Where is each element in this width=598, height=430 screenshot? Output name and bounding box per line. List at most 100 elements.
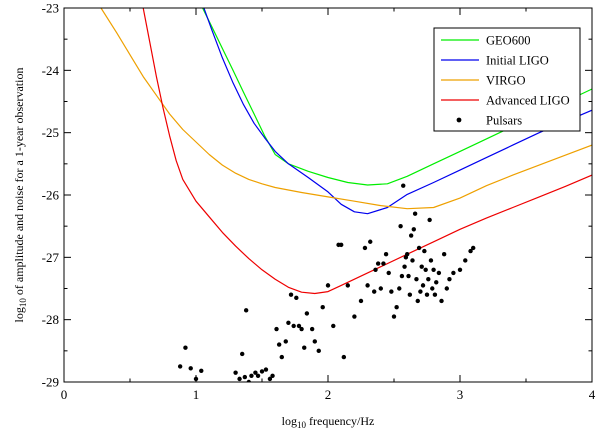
pulsar-point: [283, 339, 288, 344]
pulsar-point: [233, 370, 238, 375]
pulsar-point: [383, 252, 389, 257]
y-tick-label: -25: [42, 125, 59, 140]
pulsar-point: [386, 270, 391, 276]
pulsar-point: [405, 252, 410, 257]
pulsar-point: [288, 292, 294, 297]
legend-label-advanced-ligo: Advanced LIGO: [486, 94, 570, 108]
pulsar-point: [362, 245, 368, 251]
pulsar-point: [358, 298, 364, 304]
y-tick-label: -24: [42, 63, 60, 78]
y-tick-label: -27: [42, 250, 60, 265]
x-axis-label-subscript: 10: [297, 420, 307, 430]
pulsar-point: [416, 245, 422, 251]
pulsar-point: [418, 289, 423, 294]
pulsar-point: [389, 289, 394, 294]
series-line-advanced-ligo: [142, 8, 592, 295]
pulsar-point: [255, 373, 261, 378]
pulsar-point: [412, 211, 418, 216]
pulsar-point: [243, 308, 249, 313]
pulsar-point: [420, 283, 426, 288]
pulsar-point: [375, 261, 381, 266]
pulsar-point: [299, 326, 304, 332]
pulsar-point: [426, 276, 431, 282]
pulsar-point: [316, 348, 321, 354]
pulsar-point: [294, 295, 299, 301]
x-tick-label: 3: [457, 387, 464, 402]
pulsar-point: [246, 379, 251, 382]
pulsar-point: [399, 273, 405, 279]
legend-swatch-pulsars: [456, 117, 462, 123]
pulsar-point: [411, 227, 416, 232]
pulsar-point: [372, 289, 377, 294]
series-line-geo600: [202, 8, 592, 186]
pulsar-point: [373, 267, 378, 272]
series-layer: [100, 8, 592, 295]
legend-label-initial-ligo: Initial LIGO: [486, 54, 549, 68]
axis-ticks: [63, 7, 593, 383]
pulsar-point: [430, 286, 435, 291]
pulsar-point: [415, 298, 420, 304]
pulsar-point: [423, 267, 428, 272]
pulsar-point: [368, 239, 373, 244]
pulsar-point: [183, 345, 188, 350]
x-axis-label: log10 frequency/Hz: [282, 414, 375, 430]
x-axis-label-suffix: frequency/Hz: [306, 414, 374, 428]
pulsar-point: [242, 374, 248, 380]
series-line-initial-ligo: [203, 8, 592, 215]
pulsar-point: [270, 373, 275, 378]
pulsar-point: [267, 376, 273, 382]
pulsar-point: [320, 305, 325, 310]
pulsar-point: [431, 267, 436, 272]
pulsar-point: [259, 369, 265, 374]
x-tick-label: 2: [325, 387, 332, 402]
x-tick-label: 1: [193, 387, 200, 402]
axis-tick-labels: 0 1 2 3 4 -29 -28 -27 -26 -25 -24 -23: [42, 1, 596, 403]
pulsar-point: [397, 286, 402, 291]
pulsar-point: [398, 223, 403, 229]
pulsar-point: [391, 314, 397, 319]
y-tick-label: -29: [42, 375, 59, 390]
pulsar-point: [237, 376, 242, 382]
pulsar-point: [279, 354, 284, 360]
y-axis-label-suffix: of amplitude and noise for a 1-year obse…: [12, 68, 26, 299]
pulsar-point: [345, 283, 350, 288]
pulsar-point: [408, 233, 414, 238]
pulsar-point: [381, 261, 386, 266]
pulsar-point: [434, 280, 439, 285]
pulsar-point: [249, 373, 254, 378]
pulsar-point: [468, 248, 473, 254]
pulsar-point: [325, 283, 331, 288]
pulsar-point: [286, 320, 291, 325]
pulsar-point: [263, 367, 269, 372]
y-axis-label-subscript: 10: [18, 298, 28, 308]
legend-label-geo600: GEO600: [486, 34, 530, 48]
pulsar-point: [276, 342, 282, 347]
x-axis-label-prefix: log: [282, 414, 297, 428]
legend-label-virgo: VIRGO: [486, 74, 526, 88]
pulsar-point: [296, 323, 302, 329]
pulsar-point: [451, 270, 456, 276]
pulsar-point: [422, 248, 427, 254]
pulsar-point: [177, 364, 183, 369]
pulsar-point: [463, 258, 468, 263]
pulsar-point: [304, 311, 310, 316]
pulsar-point: [410, 258, 415, 263]
legend: GEO600 Initial LIGO VIRGO Advanced LIGO Puls…: [433, 27, 581, 132]
x-tick-label: 0: [61, 387, 68, 402]
pulsar-point: [402, 264, 407, 269]
pulsar-point: [394, 305, 399, 310]
y-tick-label: -28: [42, 312, 59, 327]
pulsar-point: [331, 323, 336, 329]
y-axis-label: log10 of amplitude and noise for a 1-yea…: [12, 68, 28, 323]
pulsar-point: [312, 339, 317, 344]
pulsar-point: [432, 292, 438, 297]
pulsar-point: [401, 183, 406, 188]
pulsar-point: [457, 267, 463, 272]
pulsar-point: [407, 292, 413, 297]
pulsar-point: [444, 286, 449, 291]
pulsar-point: [309, 326, 315, 332]
pulsar-point: [406, 273, 411, 279]
pulsar-point: [414, 276, 419, 282]
pulsar-point: [240, 351, 245, 357]
